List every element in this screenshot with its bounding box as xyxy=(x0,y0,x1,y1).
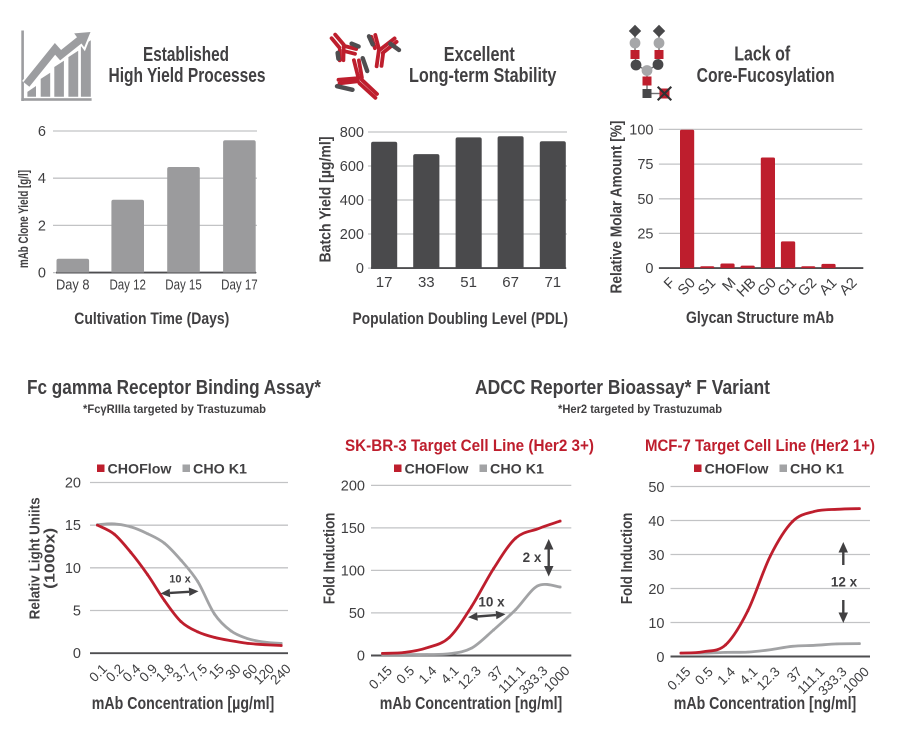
svg-text:20: 20 xyxy=(648,582,664,598)
svg-text:(1000x): (1000x) xyxy=(42,528,59,589)
svg-text:mAb Clone Yield [g/l]: mAb Clone Yield [g/l] xyxy=(15,170,31,268)
svg-text:Fold Induction: Fold Induction xyxy=(619,513,636,605)
svg-text:6: 6 xyxy=(38,124,46,140)
svg-text:mAb Concentration [ng/ml]: mAb Concentration [ng/ml] xyxy=(380,693,563,713)
svg-text:0: 0 xyxy=(656,650,664,666)
svg-text:CHO K1: CHO K1 xyxy=(193,461,247,477)
svg-text:Lack of: Lack of xyxy=(734,43,790,66)
svg-text:Day 15: Day 15 xyxy=(165,278,202,294)
svg-text:10 x: 10 x xyxy=(478,595,505,610)
svg-text:SK-BR-3 Target Cell Line (Her2: SK-BR-3 Target Cell Line (Her2 3+) xyxy=(345,437,594,455)
svg-text:CHO K1: CHO K1 xyxy=(790,461,844,477)
svg-text:40: 40 xyxy=(648,514,664,530)
svg-text:0: 0 xyxy=(38,266,46,282)
svg-text:200: 200 xyxy=(340,227,364,243)
svg-text:800: 800 xyxy=(340,125,364,141)
svg-text:Excellent: Excellent xyxy=(444,43,515,66)
svg-text:Relativ Light Uniits: Relativ Light Uniits xyxy=(27,497,44,619)
svg-text:51: 51 xyxy=(460,274,477,291)
svg-text:5: 5 xyxy=(73,604,81,620)
svg-text:Day 12: Day 12 xyxy=(109,278,146,294)
svg-text:67: 67 xyxy=(502,274,519,291)
svg-text:30: 30 xyxy=(648,548,664,564)
svg-text:CHOFlow: CHOFlow xyxy=(108,461,172,477)
svg-text:0: 0 xyxy=(73,646,81,662)
svg-text:Day 8: Day 8 xyxy=(56,278,90,294)
svg-text:50: 50 xyxy=(349,606,365,622)
svg-text:ADCC Reporter Bioassay* F Vari: ADCC Reporter Bioassay* F Variant xyxy=(475,376,770,399)
svg-text:Fold Induction: Fold Induction xyxy=(322,513,339,605)
svg-text:Cultivation Time (Days): Cultivation Time (Days) xyxy=(74,309,229,328)
svg-text:150: 150 xyxy=(341,521,365,537)
svg-text:mAb Concentration [µg/ml]: mAb Concentration [µg/ml] xyxy=(92,693,275,713)
svg-text:33: 33 xyxy=(418,274,435,291)
svg-text:100: 100 xyxy=(341,563,365,579)
svg-text:CHOFlow: CHOFlow xyxy=(705,461,769,477)
svg-text:High Yield Processes: High Yield Processes xyxy=(109,64,266,87)
svg-text:CHOFlow: CHOFlow xyxy=(405,461,469,477)
svg-text:Population Doubling Level (PDL: Population Doubling Level (PDL) xyxy=(352,309,568,328)
svg-text:*FcγRIIIa targeted by Trastuzu: *FcγRIIIa targeted by Trastuzumab xyxy=(83,404,266,416)
svg-text:Day 17: Day 17 xyxy=(221,278,258,294)
svg-text:17: 17 xyxy=(376,274,393,291)
svg-text:20: 20 xyxy=(65,476,81,492)
svg-text:Established: Established xyxy=(143,43,229,66)
svg-text:Core-Fucosylation: Core-Fucosylation xyxy=(697,64,835,87)
svg-text:10: 10 xyxy=(65,561,81,577)
svg-text:600: 600 xyxy=(340,159,364,175)
svg-text:50: 50 xyxy=(637,192,653,208)
svg-text:MCF-7 Target Cell Line (Her2 1: MCF-7 Target Cell Line (Her2 1+) xyxy=(645,437,875,455)
svg-text:25: 25 xyxy=(637,226,653,242)
svg-text:4: 4 xyxy=(38,171,46,187)
svg-text:75: 75 xyxy=(637,157,653,173)
svg-text:2: 2 xyxy=(38,218,46,234)
svg-text:10 x: 10 x xyxy=(169,574,191,586)
svg-text:0: 0 xyxy=(356,261,364,277)
svg-text:12 x: 12 x xyxy=(831,575,858,590)
svg-text:Glycan Structure mAb: Glycan Structure mAb xyxy=(686,308,834,327)
svg-text:*Her2 targeted by Trastuzumab: *Her2 targeted by Trastuzumab xyxy=(558,404,722,416)
svg-text:Relative Molar Amount [%]: Relative Molar Amount [%] xyxy=(609,121,626,294)
svg-text:Fc gamma Receptor Binding Assa: Fc gamma Receptor Binding Assay* xyxy=(27,376,321,399)
svg-text:400: 400 xyxy=(340,193,364,209)
svg-text:50: 50 xyxy=(648,480,664,496)
svg-text:CHO K1: CHO K1 xyxy=(490,461,544,477)
svg-text:200: 200 xyxy=(341,478,365,494)
svg-text:Batch Yield [µg/ml]: Batch Yield [µg/ml] xyxy=(318,137,335,263)
svg-text:0: 0 xyxy=(645,261,653,277)
svg-text:15: 15 xyxy=(65,518,81,534)
svg-text:100: 100 xyxy=(629,122,653,138)
svg-text:71: 71 xyxy=(544,274,561,291)
svg-text:Long-term Stability: Long-term Stability xyxy=(409,64,557,87)
svg-text:2 x: 2 x xyxy=(523,550,542,565)
svg-text:0: 0 xyxy=(357,649,365,665)
svg-text:10: 10 xyxy=(648,616,664,632)
svg-text:mAb Concentration [ng/ml]: mAb Concentration [ng/ml] xyxy=(674,693,857,713)
